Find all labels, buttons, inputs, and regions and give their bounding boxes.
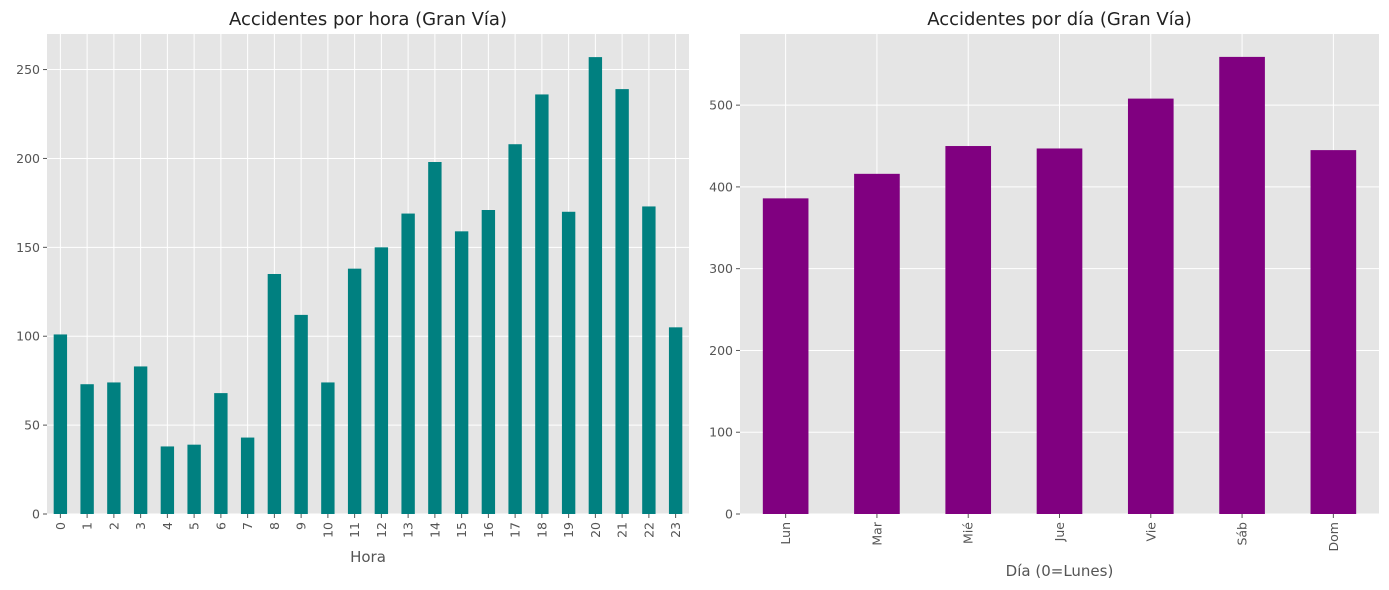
- x-tick-label: 9: [294, 522, 309, 530]
- x-tick-label: 19: [561, 522, 576, 538]
- bar: [107, 382, 121, 514]
- y-tick-label: 250: [16, 62, 40, 77]
- bar: [240, 437, 255, 514]
- bar: [1036, 148, 1083, 514]
- y-tick-label: 500: [709, 98, 733, 113]
- x-tick-label: 18: [534, 522, 549, 538]
- x-tick-label: 23: [668, 522, 683, 538]
- bar: [160, 446, 175, 514]
- x-tick-label: 10: [320, 522, 335, 538]
- plot-background: [47, 34, 689, 514]
- chart-daily-accidents: Accidentes por día (Gran Vía) Día (0=Lun…: [709, 9, 1379, 580]
- x-tick-label: Vie: [1143, 522, 1158, 542]
- bar: [854, 173, 900, 514]
- x-tick-label: 0: [53, 522, 68, 530]
- bar: [945, 146, 992, 514]
- x-tick-label: 3: [133, 522, 148, 530]
- x-tick-label: 21: [615, 522, 630, 538]
- x-tick-label: 6: [213, 522, 228, 530]
- y-tick-label: 200: [16, 151, 40, 166]
- bar: [1310, 150, 1357, 514]
- bar: [454, 231, 469, 515]
- bar: [80, 384, 94, 514]
- bar: [535, 94, 549, 514]
- x-tick-label: Lun: [778, 522, 793, 545]
- y-tick-label: 200: [709, 343, 733, 358]
- x-tick-label: 22: [641, 522, 656, 538]
- x-tick-label: Mar: [869, 521, 884, 545]
- y-tick-label: 0: [725, 507, 733, 522]
- bar: [668, 327, 683, 514]
- bar: [561, 211, 576, 514]
- bar: [508, 144, 522, 514]
- y-tick-label: 0: [32, 507, 40, 522]
- bar: [428, 162, 442, 514]
- x-tick-label: Dom: [1326, 522, 1341, 551]
- x-tick-label: 11: [347, 522, 362, 538]
- y-tick-label: 300: [709, 261, 733, 276]
- x-tick-label: Sáb: [1235, 522, 1250, 546]
- x-tick-label: 20: [588, 522, 603, 538]
- x-tick-label: 7: [240, 522, 255, 530]
- bar: [374, 247, 389, 515]
- x-tick-label: 15: [454, 522, 469, 538]
- bar: [294, 314, 308, 514]
- bar: [347, 268, 362, 514]
- bar: [615, 89, 629, 514]
- bar: [588, 57, 603, 514]
- x-axis-label: Hora: [350, 548, 386, 566]
- bar: [53, 334, 68, 514]
- bar: [133, 366, 148, 514]
- x-tick-label: Jue: [1052, 522, 1067, 543]
- bar: [1219, 56, 1265, 514]
- x-tick-label: Mié: [961, 522, 976, 544]
- x-tick-label: 1: [80, 522, 95, 530]
- bar: [401, 213, 415, 515]
- bar: [1127, 98, 1174, 514]
- y-tick-label: 100: [709, 425, 733, 440]
- bar: [267, 274, 282, 514]
- bar: [187, 444, 201, 514]
- x-tick-label: 8: [267, 522, 282, 530]
- chart-title: Accidentes por hora (Gran Vía): [229, 9, 507, 30]
- bar: [214, 393, 228, 514]
- x-tick-label: 14: [427, 522, 442, 538]
- chart-hourly-accidents: Accidentes por hora (Gran Vía) Hora 0501…: [16, 9, 689, 566]
- x-axis-label: Día (0=Lunes): [1006, 562, 1114, 580]
- bar: [321, 382, 335, 514]
- y-tick-label: 400: [709, 179, 733, 194]
- y-tick-label: 100: [16, 329, 40, 344]
- x-tick-label: 16: [481, 522, 496, 538]
- x-tick-label: 13: [401, 522, 416, 538]
- bar: [642, 206, 656, 514]
- bar: [762, 198, 809, 515]
- x-tick-label: 2: [106, 522, 121, 530]
- bar: [481, 210, 496, 514]
- x-tick-label: 17: [508, 522, 523, 538]
- x-tick-label: 4: [160, 522, 175, 530]
- chart-title: Accidentes por día (Gran Vía): [927, 9, 1192, 30]
- y-tick-label: 150: [16, 240, 40, 255]
- y-tick-label: 50: [24, 418, 40, 433]
- x-tick-label: 12: [374, 522, 389, 538]
- x-tick-label: 5: [187, 522, 202, 530]
